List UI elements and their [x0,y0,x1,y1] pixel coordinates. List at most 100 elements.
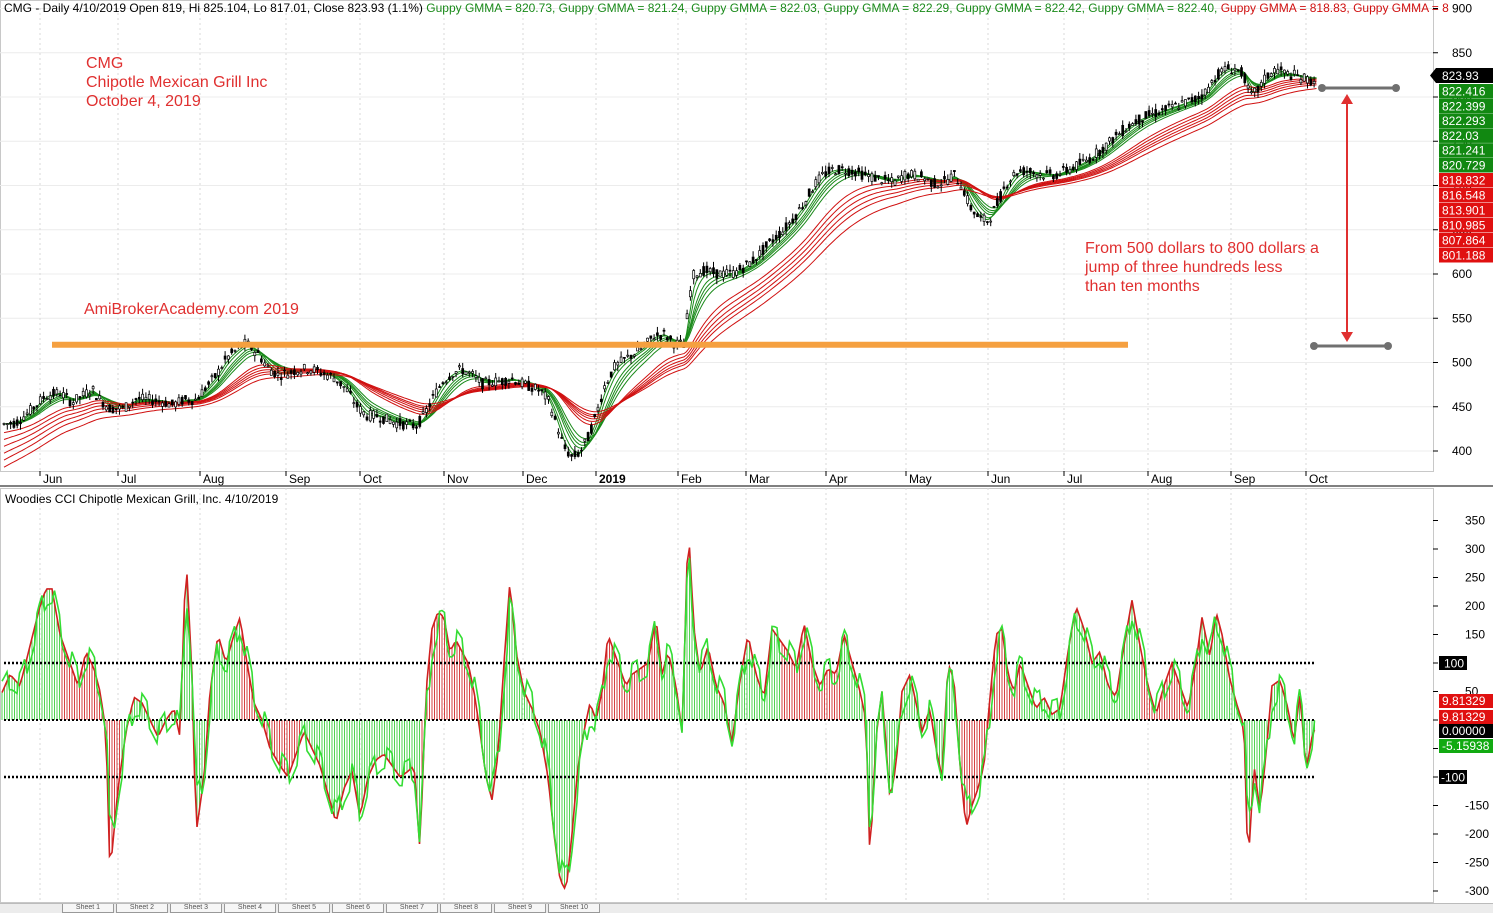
candle-body [1061,166,1065,168]
candle-body [279,377,283,380]
candle-body [365,416,369,421]
candle-body [1256,85,1260,93]
gmma-long-line [3,78,1317,434]
candle-body [788,222,791,225]
candle-body [293,369,296,375]
candle-body [626,354,630,357]
candle-body [986,221,989,223]
candle-body [392,421,395,425]
last-close-label: 823.93 [1442,69,1479,83]
candle-body [180,396,184,405]
cci-value-label: 9.81329 [1442,694,1486,708]
cci-y-tick: 350 [1465,514,1485,528]
candle-body [510,377,514,380]
candle-body [332,377,336,383]
candle-body [665,337,669,341]
candle-body [147,394,151,400]
candle-body [560,437,564,439]
candle-body [715,269,719,279]
candle-body [877,175,880,177]
watermark-annotation: AmiBrokerAcademy.com 2019 [84,301,299,318]
price-header-prefix: CMG - Daily 4/10/2019 Open 819, Hi 825.1… [4,1,423,15]
candle-body [969,205,973,211]
note-line-1: From 500 dollars to 800 dollars a [1085,240,1319,257]
candle-body [1197,95,1200,99]
candle-body [124,402,128,412]
candle-body [1005,186,1009,189]
candle-body [1312,81,1316,84]
candle-body [1042,177,1045,180]
candle-body [698,273,702,278]
candle-body [685,313,689,320]
candle-body [850,169,854,175]
candle-body [1160,108,1164,111]
candle-body [553,415,557,420]
gmma-long-badge [1439,173,1493,188]
cci-value-badge [1439,724,1493,738]
price-y-tick: 550 [1452,311,1472,325]
candle-body [454,371,458,374]
candle-body [771,239,775,243]
candle-body [718,270,722,277]
candle-body [230,348,234,354]
candle-body [1048,169,1052,174]
candle-body [920,171,923,178]
candle-body [421,411,425,414]
gmma-legend-item: Guppy GMMA = 822.03, [687,1,821,15]
candle-body [1088,157,1092,163]
price-y-tick: 450 [1452,400,1472,414]
candle-body [550,411,554,416]
candle-body [1259,81,1263,87]
candle-body [982,214,986,222]
candle-body [1292,69,1296,75]
candle-body [1108,137,1111,142]
candle-body [5,423,9,425]
cci-y-tick: -250 [1465,856,1489,870]
candle-body [1134,119,1138,125]
candle-body [1233,68,1237,71]
candle-body [203,387,207,391]
candle-body [137,396,141,400]
gmma-short-badge [1439,128,1493,143]
candle-body [1164,105,1167,111]
candle-body [81,390,85,397]
candle-body [1085,159,1088,163]
candle-body [378,420,382,423]
candle-body [425,408,428,413]
candle-body [339,381,342,387]
cci-value-badge [1439,710,1493,724]
gmma-long-badge [1439,233,1493,248]
candle-body [999,191,1002,202]
candle-body [1187,97,1191,100]
candle-body [319,372,323,376]
candle-body [840,166,844,169]
x-tick-label: Nov [447,472,468,486]
candle-body [824,171,828,177]
gmma-long-value: 816.548 [1442,189,1486,203]
candle-body [273,370,276,378]
candle-body [623,357,626,359]
candle-body [2,423,6,425]
candle-body [157,400,161,403]
gmma-long-line [3,81,1317,447]
candle-body [1302,73,1306,82]
candle-body [989,220,993,223]
x-tick-label: Jul [121,472,136,486]
candle-body [227,355,230,360]
candle-body [398,418,402,426]
gmma-legend-item: Guppy GMMA = 822.42, [952,1,1085,15]
candle-body [883,174,887,180]
gmma-short-badge [1439,84,1493,99]
note-line-2: jump of three hundreds less [1085,259,1283,276]
candle-body [1012,171,1016,176]
candle-body [702,266,705,276]
cci-y-tick: -150 [1465,799,1489,813]
candle-body [1299,79,1303,84]
candle-body [316,366,319,370]
candle-body [807,188,811,197]
candle-body [276,372,280,376]
candle-body [415,426,418,429]
candle-body [781,231,785,236]
candle-body [144,396,148,400]
